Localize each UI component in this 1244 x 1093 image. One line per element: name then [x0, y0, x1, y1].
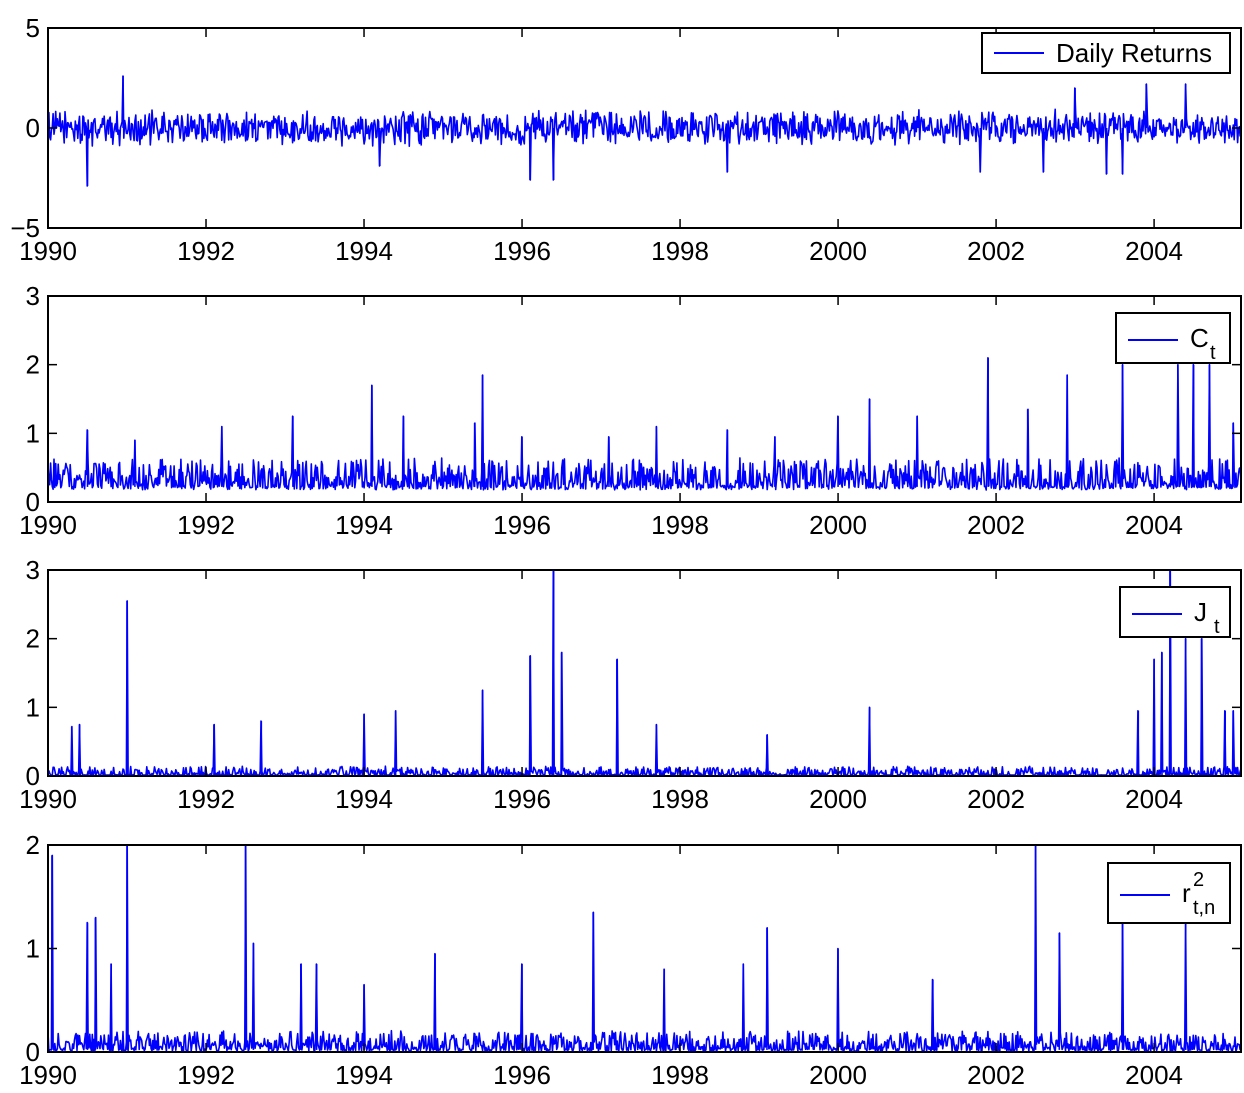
x-tick-label: 2002	[967, 510, 1025, 540]
legend-label-subscript: t,n	[1193, 897, 1215, 919]
x-tick-label: 2004	[1125, 236, 1183, 266]
y-tick-label: −5	[10, 213, 40, 243]
x-tick-label: 2002	[967, 236, 1025, 266]
legend-label: C	[1190, 323, 1209, 353]
x-tick-label: 1998	[651, 1060, 709, 1090]
legend-box	[1119, 586, 1231, 638]
x-tick-label: 2000	[809, 784, 867, 814]
y-tick-label: 3	[26, 281, 40, 311]
x-tick-label: 2004	[1125, 784, 1183, 814]
x-tick-label: 2004	[1125, 510, 1183, 540]
x-tick-label: 1992	[177, 510, 235, 540]
y-tick-label: 0	[26, 761, 40, 791]
legend-label-subscript: t	[1210, 342, 1216, 364]
x-tick-label: 1994	[335, 236, 393, 266]
legend-box	[1107, 862, 1231, 924]
x-tick-label: 1996	[493, 784, 551, 814]
x-tick-label: 1990	[19, 236, 77, 266]
y-tick-label: 1	[26, 934, 40, 964]
legend-label-superscript: 2	[1193, 869, 1204, 891]
x-tick-label: 2000	[809, 236, 867, 266]
axes-frame	[47, 295, 1242, 503]
legend: Daily Returns	[981, 32, 1231, 74]
x-tick-label: 1996	[493, 236, 551, 266]
chart-panel-2: 1990 1992 1994 1996 1998 2000 2002 2004 0 1 2 3 C t	[19, 281, 1242, 540]
x-tick-label: 1996	[493, 510, 551, 540]
y-tick-label: 0	[26, 113, 40, 143]
x-tick-label: 2002	[967, 1060, 1025, 1090]
y-tick-label: 2	[26, 350, 40, 380]
x-tick-label: 1992	[177, 236, 235, 266]
x-tick-label: 1998	[651, 510, 709, 540]
y-tick-label: 2	[26, 624, 40, 654]
x-tick-label: 2004	[1125, 1060, 1183, 1090]
series-line	[47, 356, 1242, 491]
series-line	[47, 75, 1242, 187]
y-tick-label: 5	[26, 13, 40, 43]
x-tick-label: 1996	[493, 1060, 551, 1090]
x-tick-label: 1998	[651, 784, 709, 814]
y-tick-label: 1	[26, 418, 40, 448]
x-tick-label: 1990	[19, 1060, 77, 1090]
legend: r t,n 2	[1107, 862, 1231, 924]
y-tick-label: 0	[26, 1037, 40, 1067]
y-tick-label: 0	[26, 487, 40, 517]
x-tick-label: 2002	[967, 784, 1025, 814]
x-tick-label: 2000	[809, 510, 867, 540]
y-tick-label: 3	[26, 555, 40, 585]
chart-panel-3: 1990 1992 1994 1996 1998 2000 2002 2004 0 1 2 3 J t	[19, 555, 1242, 814]
x-tick-label: 1994	[335, 510, 393, 540]
y-tick-label: 1	[26, 692, 40, 722]
x-tick-label: 1992	[177, 1060, 235, 1090]
axes-frame	[47, 844, 1242, 1053]
x-tick-label: 2000	[809, 1060, 867, 1090]
legend-label: r	[1182, 878, 1191, 908]
chart-panel-1: 1990 1992 1994 1996 1998 2000 2002 2004 −5 0 5 Dail…	[10, 13, 1242, 266]
series-line	[47, 845, 1242, 1052]
legend-label-subscript: t	[1214, 616, 1220, 638]
legend-label: J	[1194, 597, 1207, 627]
x-tick-label: 1992	[177, 784, 235, 814]
legend-label: Daily Returns	[1056, 38, 1212, 68]
x-tick-label: 1994	[335, 784, 393, 814]
x-tick-label: 1994	[335, 1060, 393, 1090]
series-line	[47, 570, 1242, 776]
y-tick-label: 2	[26, 830, 40, 860]
x-tick-label: 1990	[19, 784, 77, 814]
legend-box	[1115, 312, 1231, 364]
x-tick-label: 1998	[651, 236, 709, 266]
axes-frame	[47, 569, 1242, 777]
x-tick-label: 1990	[19, 510, 77, 540]
